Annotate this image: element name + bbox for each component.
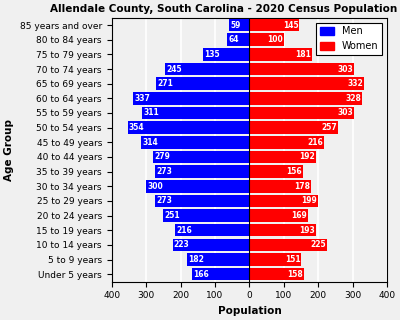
Title: Allendale County, South Carolina - 2020 Census Population Pyramid: Allendale County, South Carolina - 2020 … xyxy=(50,4,400,14)
Bar xyxy=(250,121,338,134)
Text: 303: 303 xyxy=(337,108,353,117)
Text: 257: 257 xyxy=(321,123,337,132)
Bar xyxy=(133,92,250,105)
Text: 216: 216 xyxy=(307,138,323,147)
Bar xyxy=(250,136,324,148)
Text: 182: 182 xyxy=(188,255,204,264)
Bar xyxy=(250,34,284,46)
Text: 300: 300 xyxy=(147,182,163,191)
Bar xyxy=(250,63,354,75)
Bar xyxy=(175,224,250,236)
Bar xyxy=(142,107,250,119)
Text: 169: 169 xyxy=(291,211,307,220)
Text: 245: 245 xyxy=(166,65,182,74)
Bar xyxy=(156,165,250,178)
Bar xyxy=(141,136,250,148)
Text: 251: 251 xyxy=(164,211,180,220)
Text: 225: 225 xyxy=(310,240,326,249)
Text: 199: 199 xyxy=(301,196,317,205)
Text: 311: 311 xyxy=(143,108,159,117)
Bar xyxy=(250,224,316,236)
Bar xyxy=(228,34,250,46)
Text: 181: 181 xyxy=(295,50,311,59)
Bar xyxy=(250,195,318,207)
Bar xyxy=(250,180,311,193)
Bar xyxy=(146,180,250,193)
Text: 192: 192 xyxy=(299,152,314,162)
Bar xyxy=(156,195,250,207)
Text: 166: 166 xyxy=(193,270,209,279)
Bar xyxy=(165,63,250,75)
Bar xyxy=(250,48,312,60)
Text: 303: 303 xyxy=(337,65,353,74)
X-axis label: Population: Population xyxy=(218,306,281,316)
Text: 216: 216 xyxy=(176,226,192,235)
Bar xyxy=(192,268,250,280)
Bar xyxy=(250,151,316,163)
Text: 332: 332 xyxy=(347,79,363,88)
Bar xyxy=(250,209,308,222)
Bar xyxy=(250,19,300,31)
Bar xyxy=(187,253,250,266)
Text: 273: 273 xyxy=(156,196,172,205)
Bar xyxy=(250,253,302,266)
Bar xyxy=(128,121,250,134)
Text: 100: 100 xyxy=(267,35,283,44)
Legend: Men, Women: Men, Women xyxy=(316,23,382,55)
Text: 64: 64 xyxy=(228,35,239,44)
Text: 279: 279 xyxy=(154,152,170,162)
Text: 314: 314 xyxy=(142,138,158,147)
Bar xyxy=(229,19,250,31)
Text: 223: 223 xyxy=(174,240,190,249)
Text: 193: 193 xyxy=(299,226,315,235)
Text: 178: 178 xyxy=(294,182,310,191)
Bar xyxy=(203,48,250,60)
Text: 271: 271 xyxy=(157,79,173,88)
Text: 59: 59 xyxy=(230,20,240,29)
Bar xyxy=(250,77,364,90)
Text: 158: 158 xyxy=(287,270,303,279)
Bar xyxy=(250,107,354,119)
Bar xyxy=(153,151,250,163)
Text: 151: 151 xyxy=(285,255,300,264)
Bar xyxy=(250,268,304,280)
Text: 273: 273 xyxy=(156,167,172,176)
Bar xyxy=(250,165,303,178)
Bar xyxy=(156,77,250,90)
Text: 135: 135 xyxy=(204,50,220,59)
Text: 156: 156 xyxy=(286,167,302,176)
Text: 354: 354 xyxy=(128,123,144,132)
Text: 337: 337 xyxy=(134,94,150,103)
Bar xyxy=(250,239,327,251)
Y-axis label: Age Group: Age Group xyxy=(4,119,14,180)
Bar xyxy=(250,92,362,105)
Text: 145: 145 xyxy=(283,20,298,29)
Bar xyxy=(163,209,250,222)
Text: 328: 328 xyxy=(346,94,362,103)
Bar xyxy=(173,239,250,251)
